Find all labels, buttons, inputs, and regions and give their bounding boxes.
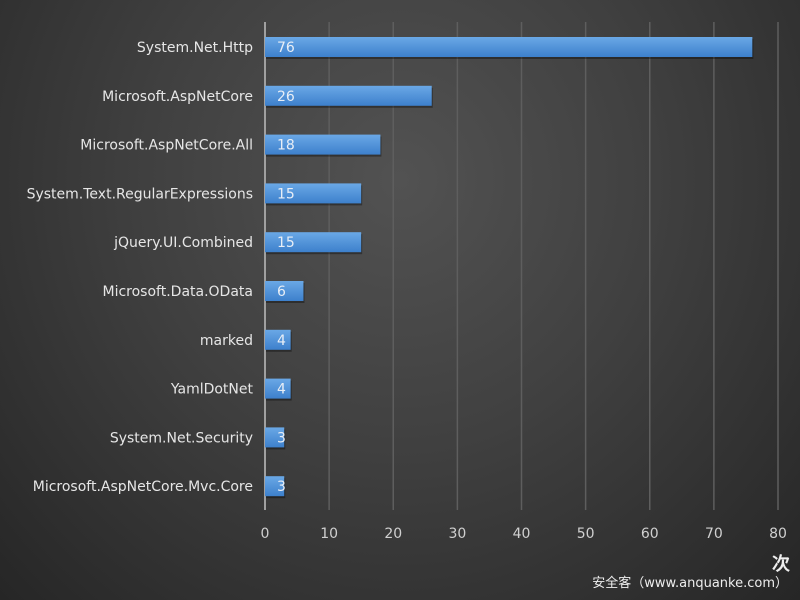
- data-label: 26: [277, 89, 295, 105]
- category-label: System.Text.RegularExpressions: [27, 186, 253, 202]
- category-label: Microsoft.AspNetCore.All: [80, 138, 253, 154]
- x-tick-label: 10: [320, 526, 338, 542]
- bar: [265, 232, 362, 253]
- watermark: 安全客（www.anquanke.com）: [592, 576, 788, 591]
- data-label: 76: [277, 40, 295, 56]
- x-tick-label: 0: [261, 526, 270, 542]
- category-label: jQuery.UI.Combined: [113, 235, 253, 251]
- category-label: System.Net.Http: [137, 40, 253, 56]
- data-label: 3: [277, 479, 286, 495]
- x-axis-label: 次: [772, 554, 790, 575]
- x-tick-label: 80: [769, 526, 787, 542]
- x-tick-label: 70: [705, 526, 723, 542]
- category-label: System.Net.Security: [110, 430, 253, 446]
- bar: [265, 281, 304, 301]
- category-label: Microsoft.Data.OData: [103, 284, 254, 300]
- category-label: Microsoft.AspNetCore: [102, 89, 253, 105]
- bar: [265, 476, 285, 497]
- bar: [265, 134, 381, 155]
- x-tick-label: 40: [513, 526, 531, 542]
- data-label: 3: [277, 430, 286, 446]
- x-tick-label: 60: [641, 526, 659, 542]
- bar: [265, 329, 291, 350]
- bar: [265, 37, 753, 57]
- bar: [265, 85, 432, 106]
- data-label: 15: [277, 235, 295, 251]
- data-label: 4: [277, 333, 286, 349]
- category-label: YamlDotNet: [170, 382, 254, 398]
- bar: [265, 183, 362, 204]
- data-label: 6: [277, 284, 286, 300]
- data-label: 15: [277, 186, 295, 202]
- category-label: marked: [200, 333, 253, 349]
- data-label: 18: [277, 138, 295, 154]
- x-tick-label: 50: [577, 526, 595, 542]
- bar: [265, 427, 285, 448]
- x-tick-label: 20: [384, 526, 402, 542]
- category-label: Microsoft.AspNetCore.Mvc.Core: [33, 479, 253, 495]
- data-label: 4: [277, 382, 286, 398]
- bar: [265, 378, 291, 399]
- x-tick-label: 30: [448, 526, 466, 542]
